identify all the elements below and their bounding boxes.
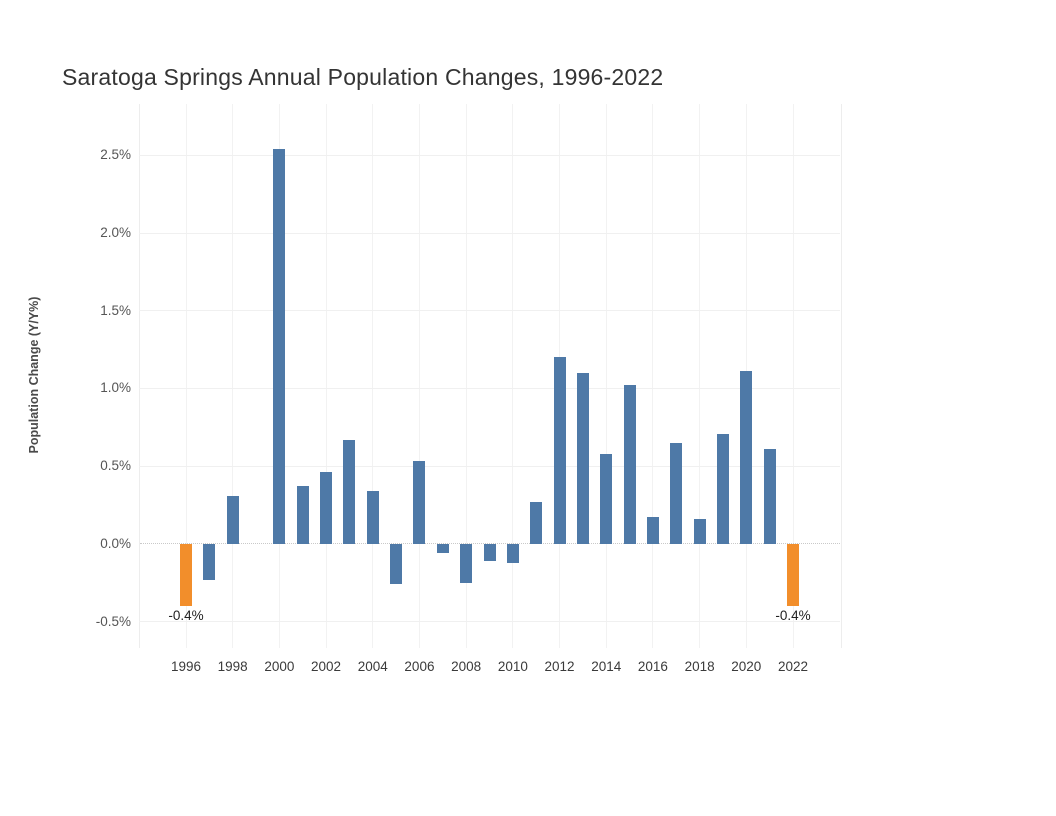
x-tick-label: 2002 <box>311 659 342 674</box>
bar-2009[interactable] <box>483 543 496 561</box>
vertical-gridline <box>325 104 327 648</box>
bar-2012[interactable] <box>553 357 566 544</box>
bar-2017[interactable] <box>670 442 683 544</box>
bar-1997[interactable] <box>203 543 216 580</box>
bar-2010[interactable] <box>506 543 519 563</box>
vertical-gridline <box>605 104 607 648</box>
bar-2014[interactable] <box>600 453 613 544</box>
bar-2000[interactable] <box>273 149 286 544</box>
horizontal-gridline <box>139 310 840 312</box>
vertical-gridline <box>418 104 420 648</box>
y-tick-label: 0.0% <box>100 535 131 551</box>
y-tick-label: 0.5% <box>100 458 131 474</box>
bar-2020[interactable] <box>740 371 753 544</box>
bar-2022[interactable] <box>787 543 799 607</box>
x-tick-label: 2020 <box>731 659 762 674</box>
horizontal-gridline <box>139 387 840 389</box>
bar-1996[interactable] <box>180 543 192 607</box>
x-tick-label: 2006 <box>404 659 435 674</box>
vertical-gridline <box>652 104 654 648</box>
bar-2003[interactable] <box>343 439 356 544</box>
x-tick-label: 2018 <box>684 659 715 674</box>
bar-1998[interactable] <box>226 495 239 544</box>
x-tick-label: 2014 <box>591 659 622 674</box>
vertical-gridline <box>792 104 794 648</box>
x-tick-label: 2000 <box>264 659 295 674</box>
horizontal-gridline <box>139 154 840 156</box>
y-tick-label: 2.0% <box>100 225 131 240</box>
x-tick-label: 2004 <box>357 659 388 674</box>
bar-2008[interactable] <box>460 543 473 583</box>
bar-2004[interactable] <box>366 491 379 544</box>
y-tick-label: 1.5% <box>100 302 131 318</box>
chart-title: Saratoga Springs Annual Population Chang… <box>62 64 664 90</box>
bar-2018[interactable] <box>693 518 706 544</box>
annotation-1996: -0.4% <box>168 608 204 623</box>
vertical-gridline <box>699 104 701 648</box>
x-tick-label: 1996 <box>170 659 202 674</box>
bar-2011[interactable] <box>530 501 543 544</box>
bar-2016[interactable] <box>646 517 659 544</box>
vertical-gridline <box>185 104 187 648</box>
x-tick-label: 2010 <box>497 659 528 674</box>
y-axis-title: Population Change (Y/Y%) <box>27 296 41 454</box>
y-tick-label: -0.5% <box>95 613 131 629</box>
plot-area <box>139 104 842 648</box>
bar-2001[interactable] <box>296 486 309 544</box>
horizontal-gridline <box>139 232 840 234</box>
x-tick-label: 2012 <box>544 659 575 674</box>
bar-2021[interactable] <box>763 449 776 544</box>
x-tick-label: 2016 <box>637 659 668 674</box>
x-tick-label: 2022 <box>777 659 809 674</box>
bar-2005[interactable] <box>390 543 403 585</box>
annotation-2022: -0.4% <box>775 608 811 623</box>
vertical-gridline <box>465 104 467 648</box>
vertical-gridline <box>372 104 374 648</box>
x-tick-label: 2008 <box>451 659 482 674</box>
vertical-gridline <box>232 104 234 648</box>
x-tick-label: 1998 <box>217 659 248 674</box>
y-tick-label: 2.5% <box>100 147 131 163</box>
bar-2007[interactable] <box>436 543 449 554</box>
horizontal-gridline <box>139 465 840 467</box>
bar-2019[interactable] <box>716 433 729 544</box>
bar-2002[interactable] <box>320 472 333 544</box>
bar-2006[interactable] <box>413 461 426 544</box>
bar-2015[interactable] <box>623 385 636 544</box>
vertical-gridline <box>512 104 514 648</box>
horizontal-gridline <box>139 621 840 623</box>
y-tick-label: 1.0% <box>100 380 131 396</box>
bar-2013[interactable] <box>576 372 589 544</box>
